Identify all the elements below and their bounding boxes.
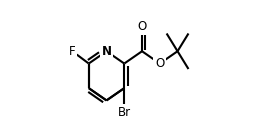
- Text: O: O: [155, 57, 164, 70]
- Text: F: F: [69, 45, 76, 58]
- Text: Br: Br: [118, 106, 131, 119]
- Text: N: N: [102, 45, 112, 58]
- Text: O: O: [137, 20, 147, 33]
